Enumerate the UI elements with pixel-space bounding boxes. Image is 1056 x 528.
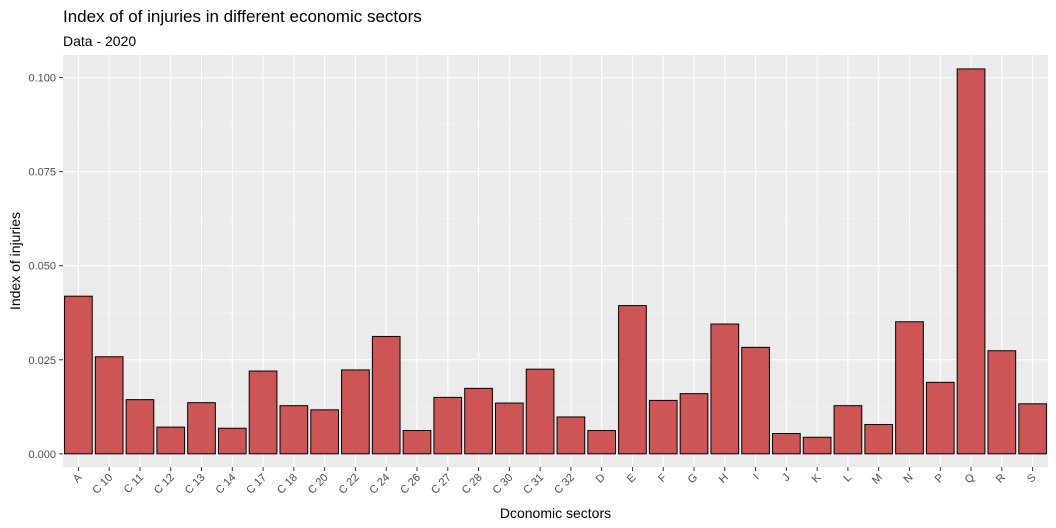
bar	[864, 423, 894, 455]
x-tick-label: H	[717, 472, 731, 486]
bar	[464, 387, 493, 455]
plot-panel	[63, 55, 1048, 467]
x-tick-label: C 22	[337, 472, 362, 497]
x-tick-label: C 18	[275, 472, 300, 497]
bar	[618, 305, 647, 455]
x-tick-label: F	[656, 471, 669, 484]
y-tick-label: 0.050	[28, 261, 56, 273]
bar	[648, 399, 678, 455]
x-tick-label: M	[870, 472, 885, 487]
y-tick-label: 0.000	[28, 449, 56, 461]
y-axis-title: Index of injuries	[7, 212, 23, 310]
x-tick-label: C 10	[90, 472, 115, 497]
bar	[248, 370, 278, 455]
x-tick-label: C 27	[429, 472, 454, 497]
x-tick-label: Q	[963, 471, 978, 486]
x-tick-label: C 26	[398, 472, 423, 497]
bar	[802, 436, 832, 455]
x-tick-label: C 17	[244, 472, 269, 497]
x-tick-label: E	[625, 472, 639, 486]
bar	[94, 356, 124, 455]
bar	[310, 409, 339, 455]
x-tick-label: S	[1025, 472, 1039, 486]
x-axis-title: Dconomic sectors	[500, 505, 611, 521]
bar	[987, 350, 1017, 455]
x-tick-label: C 13	[183, 472, 208, 497]
bar	[279, 405, 309, 455]
bar	[156, 426, 186, 455]
x-tick-label: C 20	[306, 472, 331, 497]
x-tick-label: N	[901, 472, 915, 486]
bar	[956, 68, 986, 455]
x-tick-label: C 32	[552, 472, 577, 497]
x-tick-label: P	[933, 472, 947, 486]
bar	[371, 335, 401, 455]
x-tick-label: I	[751, 472, 762, 483]
bar	[556, 416, 586, 455]
x-tick-label: J	[780, 472, 792, 484]
x-tick-label: C 12	[152, 472, 177, 497]
x-tick-label: R	[994, 472, 1008, 486]
bar	[679, 393, 709, 455]
bar	[64, 295, 93, 455]
x-tick-label: D	[594, 472, 608, 486]
y-tick-label: 0.100	[28, 73, 56, 85]
bar	[217, 427, 247, 455]
y-tick-label: 0.025	[28, 355, 56, 367]
x-tick-label: C 24	[367, 472, 392, 497]
bar	[741, 346, 770, 455]
bar	[525, 368, 555, 455]
x-tick-label: C 30	[491, 472, 516, 497]
x-tick-label: L	[841, 472, 854, 485]
bar	[710, 323, 740, 455]
x-tick-label: K	[810, 471, 824, 485]
bars	[64, 68, 1047, 455]
bar	[433, 396, 463, 455]
bar	[587, 430, 617, 455]
bar	[833, 405, 863, 455]
x-tick-label: C 31	[521, 472, 546, 497]
bar	[772, 433, 801, 455]
x-tick-label: A	[71, 471, 85, 485]
bar	[341, 369, 370, 455]
bar	[925, 381, 955, 455]
bar	[187, 402, 216, 455]
bar	[1018, 403, 1047, 455]
bar	[895, 321, 924, 455]
chart-title: Index of of injuries in different econom…	[63, 7, 422, 26]
x-tick-label: C 14	[213, 472, 238, 497]
y-axis-ticks: 0.000 0.025 0.050 0.075 0.100	[28, 73, 63, 461]
bar	[125, 399, 155, 455]
bar	[402, 430, 432, 455]
x-tick-label: C 28	[460, 472, 485, 497]
bar	[494, 402, 524, 455]
x-tick-label: C 11	[122, 472, 146, 496]
y-tick-label: 0.075	[28, 167, 56, 179]
chart-subtitle: Data - 2020	[63, 33, 136, 49]
x-tick-label: G	[686, 472, 701, 487]
